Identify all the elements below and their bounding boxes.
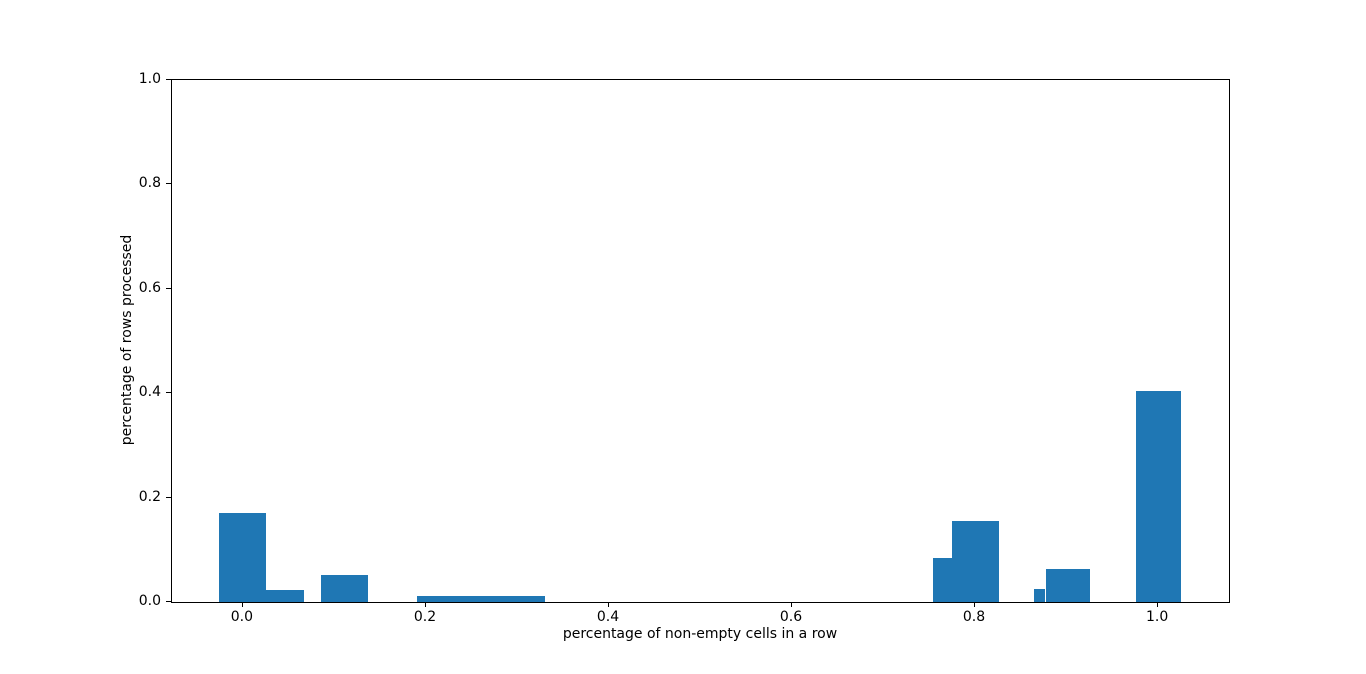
x-tick <box>608 602 609 607</box>
x-tick-label: 1.0 <box>1145 609 1169 625</box>
x-tick <box>974 602 975 607</box>
histogram-bar <box>1136 390 1181 602</box>
y-tick <box>166 79 171 80</box>
y-tick-label: 0.4 <box>138 384 161 401</box>
y-tick-label: 0.8 <box>138 175 161 192</box>
histogram-bar <box>932 558 953 602</box>
histogram-bar <box>1045 568 1091 602</box>
y-tick <box>166 392 171 394</box>
y-tick-label: 0.6 <box>138 279 161 296</box>
y-tick <box>166 496 171 498</box>
histogram-bar <box>1033 588 1046 602</box>
y-tick <box>166 601 171 602</box>
y-tick-label: 0.2 <box>138 488 161 505</box>
histogram-bar <box>416 595 545 602</box>
histogram-bar <box>320 575 369 602</box>
y-tick-label: 1.0 <box>138 71 161 87</box>
plot-area <box>171 79 1230 603</box>
x-tick-label: 0.4 <box>596 609 620 625</box>
histogram-bar <box>219 513 266 602</box>
x-tick <box>1157 602 1159 607</box>
y-axis-label: percentage of rows processed <box>119 234 135 446</box>
y-tick <box>166 183 171 185</box>
x-axis-label: percentage of non-empty cells in a row <box>562 626 838 642</box>
histogram-bar <box>265 589 305 602</box>
y-tick-label: 0.0 <box>138 593 161 609</box>
x-tick-label: 0.0 <box>230 609 254 625</box>
x-tick-label: 0.8 <box>962 609 986 625</box>
x-tick <box>425 602 426 607</box>
y-tick <box>166 287 171 289</box>
x-tick <box>791 602 792 607</box>
x-tick-label: 0.2 <box>413 609 437 625</box>
histogram-bar <box>952 520 999 602</box>
x-tick-label: 0.6 <box>779 609 803 625</box>
x-tick <box>241 602 243 607</box>
